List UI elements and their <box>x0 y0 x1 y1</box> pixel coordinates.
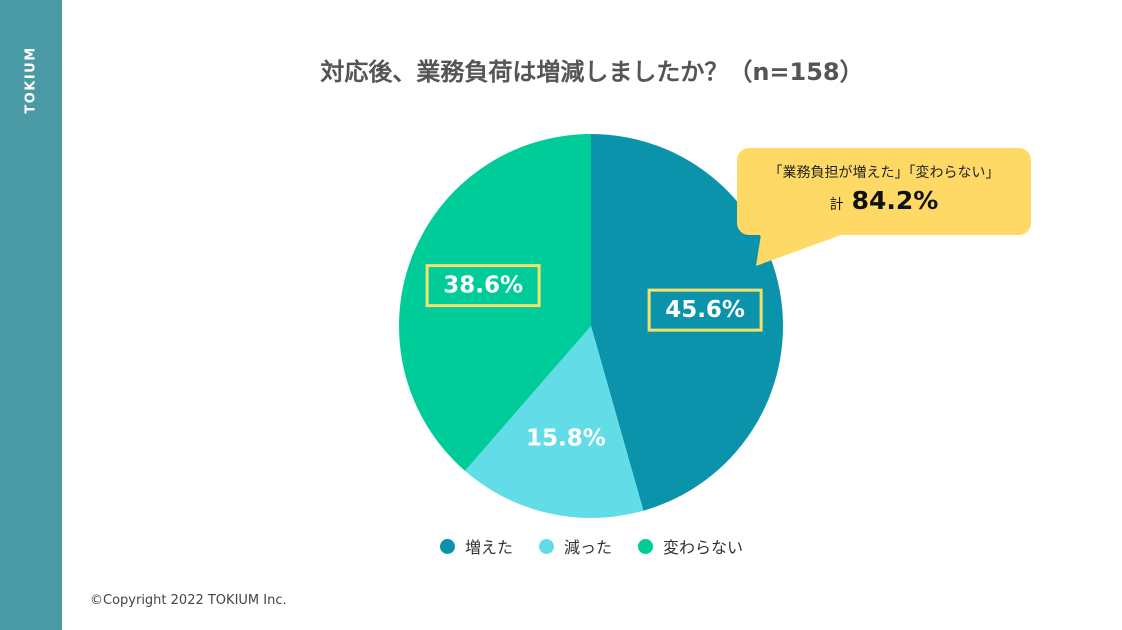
legend-label: 減った <box>564 538 613 557</box>
legend-label: 変わらない <box>663 538 744 557</box>
pie-slice <box>399 134 591 471</box>
callout-bubble: 「業務負担が増えた」「変わらない」 計 84.2% <box>737 148 1031 235</box>
slice-label: 15.8% <box>526 425 606 451</box>
slice-label: 38.6% <box>443 273 523 299</box>
label-box <box>647 288 763 332</box>
callout-text: 「業務負担が増えた」「変わらない」 <box>768 165 1000 181</box>
callout-tail <box>756 228 860 266</box>
callout-total: 84.2% <box>851 186 939 215</box>
label-box <box>425 264 541 308</box>
pie-slice <box>464 326 644 519</box>
copyright: ©Copyright 2022 TOKIUM Inc. <box>90 593 287 608</box>
callout-total-line: 計 84.2% <box>737 186 1031 215</box>
callout-prefix: 計 <box>829 197 844 213</box>
legend-swatch <box>638 538 654 554</box>
slice-label: 45.6% <box>665 297 745 323</box>
legend-label: 増えた <box>465 538 514 557</box>
legend: 増えた 減った 変わらない <box>440 534 769 558</box>
pie-slice <box>591 134 784 511</box>
legend-swatch <box>539 538 555 554</box>
legend-item-decreased: 減った <box>539 534 612 558</box>
sidebar: TOKIUM <box>0 0 62 630</box>
legend-item-unchanged: 変わらない <box>638 534 743 558</box>
chart-title: 対応後、業務負荷は増減しましたか？（n=158） <box>320 58 864 86</box>
legend-swatch <box>440 538 455 554</box>
legend-item-increased: 増えた <box>440 534 513 558</box>
